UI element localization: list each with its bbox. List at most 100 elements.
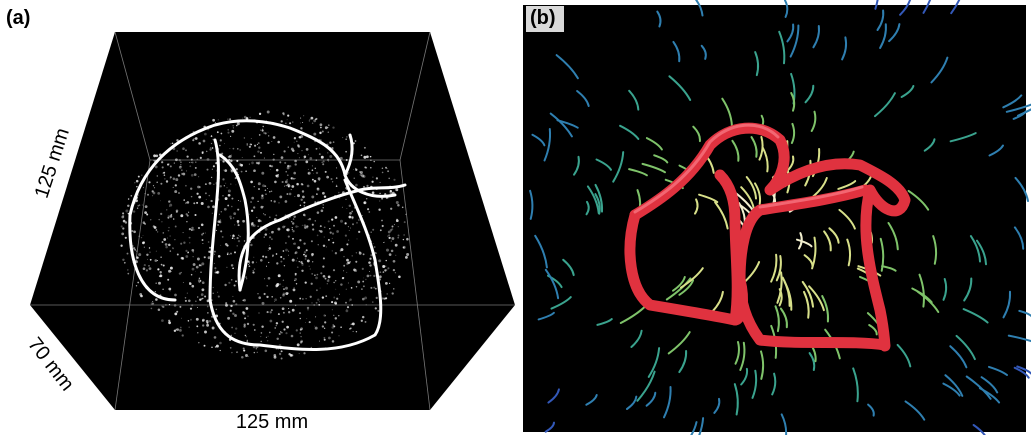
speckle (162, 289, 163, 290)
speckle (212, 213, 213, 214)
speckle (164, 178, 165, 179)
speckle (120, 245, 122, 247)
speckle (253, 206, 255, 208)
speckle (370, 160, 372, 162)
speckle (302, 298, 304, 300)
speckle (328, 124, 330, 126)
speckle (279, 353, 281, 355)
speckle (296, 260, 297, 261)
speckle (280, 297, 282, 299)
speckle (291, 185, 294, 188)
speckle (223, 170, 224, 171)
speckle (190, 319, 192, 321)
speckle (363, 156, 366, 159)
speckle (175, 226, 177, 228)
speckle (336, 167, 337, 168)
speckle (393, 269, 395, 271)
speckle (280, 261, 282, 263)
speckle (315, 327, 318, 330)
speckle (313, 173, 314, 174)
speckle (259, 113, 261, 115)
speckle (266, 285, 268, 287)
speckle (271, 200, 272, 201)
speckle (266, 296, 268, 298)
speckle (157, 175, 158, 176)
speckle (302, 190, 304, 192)
speckle (315, 118, 317, 120)
speckle (276, 338, 278, 340)
speckle (206, 322, 208, 324)
speckle (254, 352, 255, 353)
speckle (262, 255, 264, 257)
speckle (211, 135, 212, 136)
speckle (157, 192, 160, 195)
speckle (131, 230, 133, 232)
speckle (260, 259, 263, 262)
speckle (143, 267, 146, 270)
speckle (257, 352, 258, 353)
speckle (141, 174, 142, 175)
speckle (333, 269, 335, 271)
speckle (362, 281, 364, 283)
speckle (276, 283, 279, 286)
speckle (233, 127, 234, 128)
speckle (234, 314, 237, 317)
speckle (267, 340, 268, 341)
speckle (125, 210, 128, 213)
speckle (379, 193, 380, 194)
speckle (247, 323, 249, 325)
speckle (256, 348, 257, 349)
speckle (331, 331, 333, 333)
speckle (304, 205, 305, 206)
speckle (218, 255, 221, 258)
speckle (180, 243, 182, 245)
speckle (405, 256, 408, 259)
speckle (288, 236, 290, 238)
speckle (328, 239, 330, 241)
speckle (268, 250, 269, 251)
speckle (265, 132, 267, 134)
speckle (231, 279, 233, 281)
speckle (239, 163, 242, 166)
speckle (155, 291, 156, 292)
speckle (214, 336, 217, 339)
speckle (125, 237, 127, 239)
speckle (281, 156, 284, 159)
speckle (253, 224, 256, 227)
speckle (390, 190, 392, 192)
speckle (325, 278, 327, 280)
speckle (309, 157, 312, 160)
speckle (291, 335, 294, 338)
speckle (317, 274, 319, 276)
speckle (340, 220, 343, 223)
speckle (276, 169, 279, 172)
speckle (231, 335, 232, 336)
speckle (183, 282, 184, 283)
speckle (285, 123, 286, 124)
speckle (170, 178, 171, 179)
speckle (332, 181, 333, 182)
speckle (302, 130, 303, 131)
speckle (181, 170, 182, 171)
speckle (163, 232, 165, 234)
speckle (315, 316, 316, 317)
speckle (343, 270, 344, 271)
speckle (280, 256, 282, 258)
speckle (388, 237, 390, 239)
speckle (127, 205, 129, 207)
speckle (356, 252, 357, 253)
speckle (349, 216, 351, 218)
speckle (306, 225, 308, 227)
speckle (349, 212, 352, 215)
speckle (328, 161, 329, 162)
speckle (319, 153, 321, 155)
speckle (312, 261, 313, 262)
speckle (367, 208, 369, 210)
speckle (162, 166, 164, 168)
speckle (292, 229, 293, 230)
speckle (283, 328, 285, 330)
speckle (148, 181, 150, 183)
speckle (134, 182, 135, 183)
speckle (320, 288, 321, 289)
speckle (406, 238, 409, 241)
